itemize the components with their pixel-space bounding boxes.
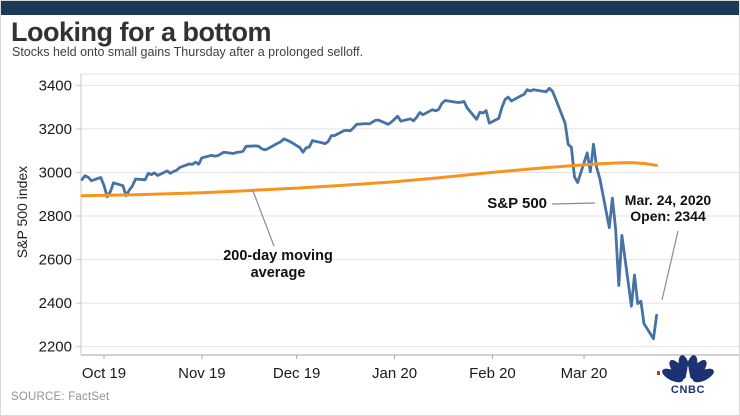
callout-leader-line — [661, 230, 679, 301]
ma-leader-line — [252, 190, 275, 247]
x-tick-label: Jan 20 — [372, 365, 417, 382]
x-tick-label: Feb 20 — [469, 365, 516, 382]
y-tick-label: 3400 — [39, 77, 72, 94]
red-dot — [657, 371, 660, 375]
y-axis-title: S&P 500 index — [14, 165, 30, 259]
callout-date: Mar. 24, 2020 — [624, 192, 712, 208]
mar24-open-callout: Mar. 24, 2020 Open: 2344 — [613, 192, 723, 224]
cnbc-logo: CNBC — [657, 353, 716, 399]
y-tick-label: 2400 — [39, 295, 72, 312]
x-tick-label: Mar 20 — [561, 365, 608, 382]
series-s-p-500 — [80, 86, 658, 341]
source-credit: SOURCE: FactSet — [11, 391, 110, 403]
callout-open-value: Open: 2344 — [630, 208, 706, 224]
y-tick-label: 2800 — [39, 208, 72, 225]
peacock-icon — [662, 355, 714, 384]
y-tick-label: 2600 — [39, 252, 72, 269]
page-title: Looking for a bottom — [11, 17, 271, 47]
x-tick-label: Dec 19 — [273, 365, 321, 382]
chart-plot-area: 3400 3200 3000 2800 2600 2400 2200 Oct 19 Nov 19… — [39, 73, 739, 382]
page-subtitle: Stocks held onto small gains Thursday af… — [12, 45, 364, 59]
y-tick-label: 3200 — [39, 121, 72, 138]
sp500-series-label: S&P 500 — [487, 195, 547, 212]
x-tick-label: Nov 19 — [178, 365, 226, 382]
y-tick-label: 2200 — [39, 339, 72, 356]
y-tick-label: 3000 — [39, 164, 72, 181]
series-200-day-moving-average — [80, 161, 659, 198]
brand-top-bar — [1, 1, 739, 15]
sp500-pointer-line — [551, 202, 596, 205]
cnbc-logo-text: CNBC — [670, 384, 706, 396]
moving-average-label: 200-day moving average — [223, 248, 333, 281]
x-tick-label: Oct 19 — [82, 365, 126, 382]
